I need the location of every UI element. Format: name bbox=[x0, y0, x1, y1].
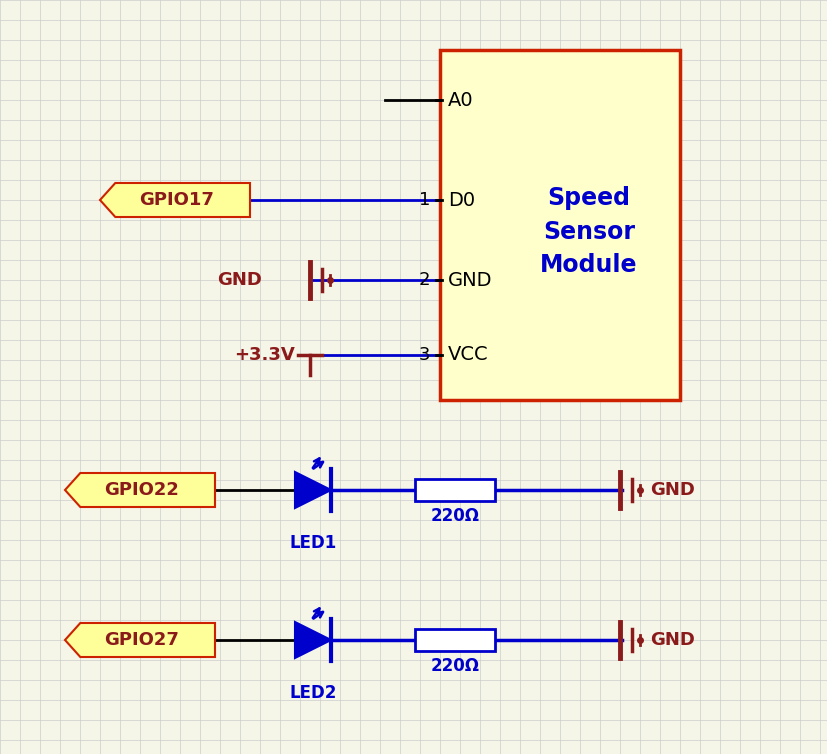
Text: LED1: LED1 bbox=[289, 534, 337, 552]
Text: A0: A0 bbox=[447, 90, 473, 109]
Bar bbox=[414, 479, 495, 501]
Text: 3: 3 bbox=[418, 346, 429, 364]
Text: GND: GND bbox=[649, 631, 694, 649]
Polygon shape bbox=[65, 623, 215, 657]
Bar bbox=[439, 50, 679, 400]
Text: 2: 2 bbox=[418, 271, 429, 289]
Text: Speed
Sensor
Module: Speed Sensor Module bbox=[539, 186, 637, 277]
Text: GND: GND bbox=[649, 481, 694, 499]
Text: D0: D0 bbox=[447, 191, 475, 210]
Text: GPIO22: GPIO22 bbox=[104, 481, 179, 499]
Text: +3.3V: +3.3V bbox=[234, 346, 294, 364]
Polygon shape bbox=[65, 473, 215, 507]
Text: GND: GND bbox=[447, 271, 492, 290]
Text: VCC: VCC bbox=[447, 345, 488, 364]
Text: 1: 1 bbox=[418, 191, 429, 209]
Text: GND: GND bbox=[217, 271, 261, 289]
Text: GPIO27: GPIO27 bbox=[104, 631, 179, 649]
Text: LED2: LED2 bbox=[289, 684, 337, 702]
Polygon shape bbox=[294, 472, 331, 508]
Text: 220Ω: 220Ω bbox=[430, 657, 479, 675]
Polygon shape bbox=[100, 183, 250, 217]
Text: GPIO17: GPIO17 bbox=[139, 191, 213, 209]
Text: 220Ω: 220Ω bbox=[430, 507, 479, 525]
Bar bbox=[414, 629, 495, 651]
Polygon shape bbox=[294, 622, 331, 658]
